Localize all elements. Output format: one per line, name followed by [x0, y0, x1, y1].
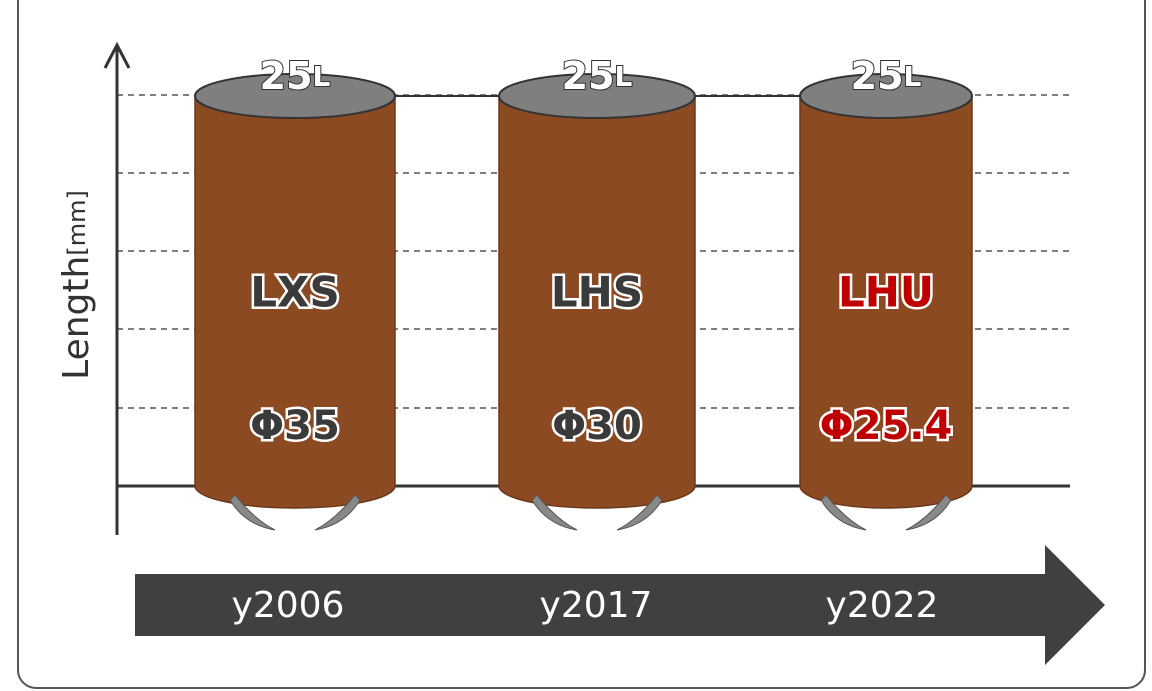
- top-label: 25L: [260, 54, 331, 98]
- years: y2006 y2017 y2022: [232, 585, 939, 626]
- model-name: LXS: [250, 268, 339, 317]
- top-label: 25L: [562, 54, 633, 98]
- model-name: LHS: [551, 268, 643, 317]
- year: y2022: [826, 585, 939, 626]
- diameter: Φ25.4: [820, 403, 953, 449]
- top-unit: L: [904, 60, 922, 93]
- top-label: 25L: [851, 54, 922, 98]
- top-value: 25: [260, 54, 313, 98]
- diameter: Φ30: [552, 403, 642, 449]
- year: y2017: [540, 585, 653, 626]
- top-unit: L: [615, 60, 633, 93]
- diagram: Length[mm] 25LLXSΦ3525LLHSΦ3025LLHUΦ25.4…: [0, 0, 1152, 691]
- year: y2006: [232, 585, 345, 626]
- model-name: LHU: [838, 268, 934, 317]
- top-unit: L: [313, 60, 331, 93]
- top-value: 25: [562, 54, 615, 98]
- axis-label: Length[mm]: [56, 190, 97, 380]
- diameter: Φ35: [250, 403, 340, 449]
- top-value: 25: [851, 54, 904, 98]
